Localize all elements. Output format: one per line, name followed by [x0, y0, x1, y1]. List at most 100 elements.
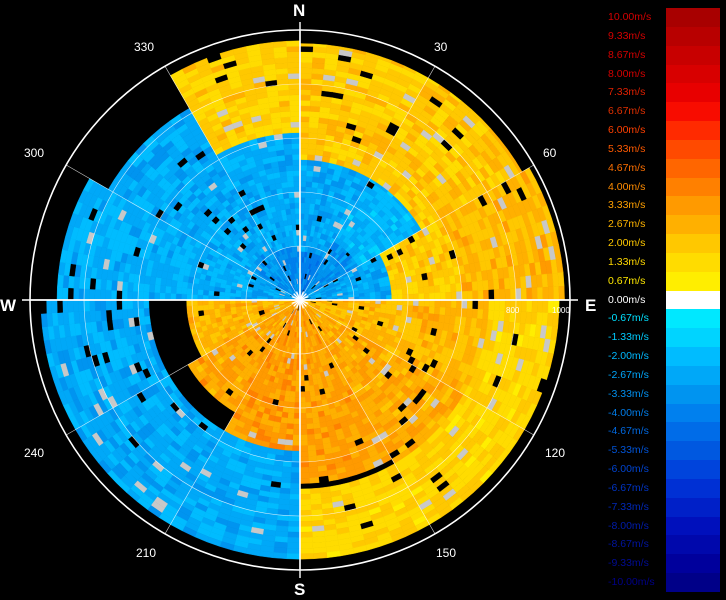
velocity-gate	[299, 472, 310, 479]
velocity-gate	[380, 290, 387, 297]
velocity-gate	[291, 456, 301, 463]
velocity-gate	[310, 94, 322, 102]
velocity-gate	[62, 287, 69, 301]
velocity-gate	[111, 279, 118, 291]
velocity-gate	[306, 164, 315, 172]
velocity-gate	[56, 299, 63, 313]
velocity-gate	[299, 83, 312, 90]
velocity-gate	[299, 418, 307, 425]
velocity-gate	[299, 126, 310, 134]
velocity-gate	[299, 170, 308, 177]
velocity-gate	[304, 385, 310, 392]
velocity-gate	[472, 299, 479, 310]
velocity-gate	[299, 461, 310, 468]
velocity-gate	[290, 461, 301, 468]
velocity-gate	[444, 283, 452, 293]
velocity-gate	[391, 299, 398, 306]
velocity-gate	[411, 311, 419, 319]
velocity-gate	[299, 396, 306, 403]
velocity-gate	[186, 305, 193, 313]
velocity-gate	[302, 348, 306, 355]
velocity-gate	[299, 466, 310, 474]
velocity-gate	[342, 294, 349, 298]
velocity-gate	[456, 299, 463, 309]
velocity-gate	[434, 285, 441, 294]
velocity-gate	[299, 132, 310, 139]
velocity-gate	[482, 309, 489, 321]
velocity-gate	[284, 154, 293, 161]
velocity-gate	[291, 218, 297, 226]
velocity-gate	[191, 305, 199, 312]
velocity-gate	[423, 299, 430, 308]
velocity-gate	[303, 213, 310, 220]
velocity-gate	[170, 292, 177, 301]
velocity-gate	[461, 299, 468, 310]
velocity-gate	[289, 396, 296, 403]
velocity-gate	[83, 288, 90, 301]
velocity-gate	[280, 476, 291, 484]
velocity-gate	[476, 309, 484, 320]
velocity-gate	[278, 498, 290, 506]
velocity-gate	[180, 293, 188, 301]
velocity-gate	[127, 281, 134, 292]
velocity-gate	[385, 290, 392, 296]
velocity-gate	[299, 407, 307, 414]
velocity-gate	[197, 299, 204, 306]
velocity-gate	[288, 510, 301, 517]
velocity-gate	[311, 181, 319, 189]
velocity-gate	[307, 148, 317, 156]
velocity-gate	[379, 286, 387, 292]
velocity-gate	[148, 283, 156, 293]
velocity-gate	[284, 203, 291, 210]
velocity-gate	[306, 159, 315, 166]
velocity-gate	[450, 307, 457, 317]
velocity-gate	[279, 487, 291, 495]
velocity-gate	[94, 289, 101, 301]
velocity-gate	[62, 299, 69, 313]
velocity-gate	[406, 311, 414, 318]
velocity-gate	[305, 412, 313, 419]
velocity-gate	[282, 186, 289, 194]
velocity-gate	[89, 299, 96, 312]
velocity-gate	[412, 299, 420, 307]
velocity-gate	[72, 299, 80, 313]
velocity-gate	[203, 309, 210, 316]
velocity-gate	[309, 100, 322, 107]
velocity-gate	[396, 304, 403, 311]
velocity-gate	[299, 186, 307, 193]
velocity-gate	[306, 170, 314, 177]
velocity-gate	[283, 197, 291, 205]
velocity-gate	[283, 450, 293, 457]
velocity-gate	[294, 386, 301, 393]
velocity-gate	[299, 386, 306, 393]
velocity-gate	[291, 137, 301, 144]
velocity-gate	[429, 292, 436, 301]
velocity-gate	[94, 310, 102, 322]
velocity-gate	[299, 51, 314, 58]
velocity-gate	[307, 439, 316, 446]
velocity-gate	[278, 493, 291, 500]
velocity-gate	[175, 293, 182, 301]
velocity-gate	[287, 526, 301, 533]
velocity-gate	[289, 499, 301, 506]
velocity-gate	[299, 423, 308, 430]
velocity-gate	[110, 289, 117, 301]
velocity-gate	[395, 283, 403, 291]
velocity-gate	[286, 213, 292, 221]
velocity-gate	[290, 466, 301, 474]
velocity-gate	[287, 531, 301, 538]
velocity-gate	[126, 290, 134, 301]
velocity-gate	[305, 175, 314, 183]
velocity-gate	[137, 291, 144, 301]
velocity-gate	[423, 286, 430, 294]
velocity-gate	[116, 280, 124, 291]
velocity-gate	[148, 291, 155, 301]
velocity-gate	[292, 229, 297, 236]
velocity-gate	[294, 245, 298, 252]
velocity-gate	[285, 208, 292, 215]
velocity-gate	[281, 466, 292, 473]
velocity-gate	[299, 434, 308, 441]
velocity-gate	[164, 285, 172, 294]
velocity-gate	[105, 289, 112, 301]
velocity-gate	[285, 434, 294, 441]
